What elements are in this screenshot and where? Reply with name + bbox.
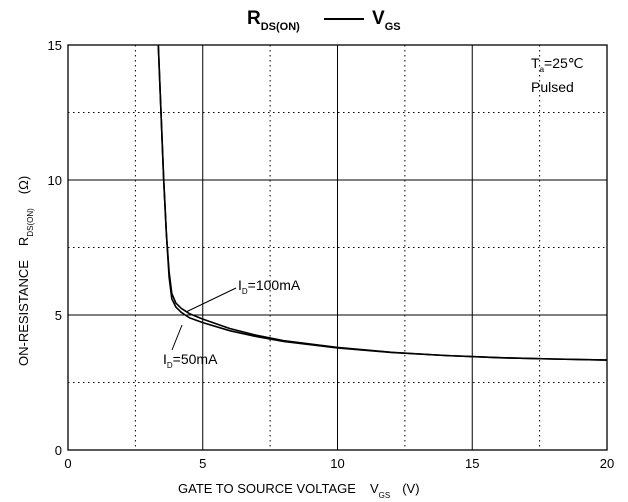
x-tick-label: 15 [465,456,479,471]
pointer-50ma [171,324,183,351]
pointer-100ma [185,287,237,313]
series-line-50ma [157,44,608,361]
series-label-50ma: ID=50mA [163,351,218,370]
grid [68,45,607,450]
x-axis-label: GATE TO SOURCE VOLTAGE VGS (V) [178,481,420,500]
x-tick-label: 20 [600,456,614,471]
chart-title-right: VGS [372,8,401,33]
chart-title-left: RDS(ON) [247,8,300,33]
y-axis-label: ON-RESISTANCERDS(ON)(Ω) [16,176,35,366]
y-tick-label: 0 [55,443,62,458]
x-tick-labels: 0 5 10 15 20 [64,456,614,471]
y-tick-label: 10 [48,173,62,188]
x-tick-label: 0 [64,456,71,471]
y-tick-labels: 0 5 10 15 [48,38,62,458]
temperature-label: Ta=25℃ [531,55,584,74]
y-tick-label: 15 [48,38,62,53]
series-group [157,44,608,361]
y-tick-label: 5 [55,308,62,323]
plot-frame [67,44,608,451]
pulsed-label: Pulsed [531,79,574,95]
x-tick-label: 10 [330,456,344,471]
series-label-100ma: ID=100mA [238,277,301,296]
x-tick-label: 5 [199,456,206,471]
